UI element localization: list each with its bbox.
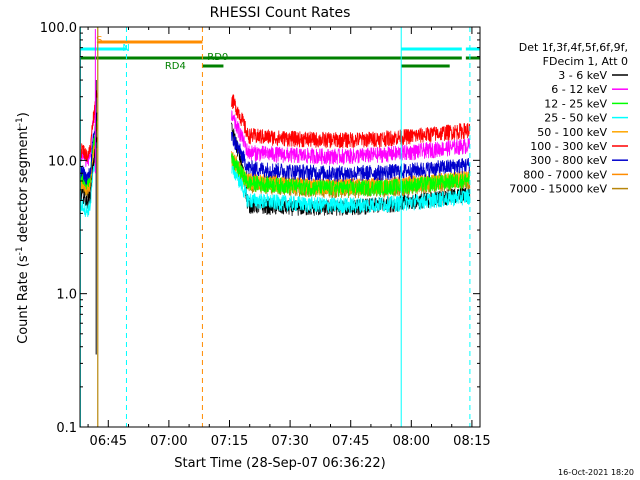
y-axis-label: Count Rate (s-1 detector segment-1) (15, 112, 31, 344)
vertical-markers (79, 27, 471, 427)
y-axis-label-close: ) (16, 112, 31, 117)
legend-label: 12 - 25 keV (544, 97, 607, 110)
legend-label: 50 - 100 keV (537, 126, 607, 139)
y-axis-label-sup2: -1 (15, 117, 25, 126)
y-axis-label-sup: -1 (15, 246, 25, 255)
legend-label: 800 - 7000 keV (523, 168, 607, 181)
generation-timestamp: 16-Oct-2021 18:20 (558, 468, 634, 477)
flag-label-s: S (96, 35, 102, 46)
x-tick-label: 07:00 (150, 434, 187, 449)
x-tick-label: 08:00 (393, 434, 430, 449)
legend-entry: 7000 - 15000 keV (509, 183, 628, 196)
flag-label-rd0: RD0 (207, 52, 228, 63)
plot-border (79, 26, 481, 428)
legend-entry: 100 - 300 keV (530, 140, 628, 153)
legend-label: 25 - 50 keV (544, 112, 607, 125)
series-line (79, 114, 471, 197)
x-tick-label: 07:15 (211, 434, 248, 449)
legend-label: 3 - 6 keV (558, 69, 607, 82)
legend-entry: 800 - 7000 keV (523, 168, 628, 181)
y-axis-label-main: Count Rate (s (16, 255, 31, 344)
legend-header-line1: Det 1f,3f,4f,5f,6f,9f, (519, 41, 628, 54)
legend-entry: 50 - 100 keV (537, 126, 628, 139)
x-axis-label: Start Time (28-Sep-07 06:36:22) (174, 456, 385, 471)
legend-entry: 6 - 12 keV (551, 83, 628, 96)
y-tick-label: 10.0 (48, 154, 77, 169)
axes: 100.0 10.0 1.0 0.1 06:45 07:00 07:15 07:30 07:45… (40, 21, 491, 449)
legend-label: 100 - 300 keV (530, 140, 607, 153)
legend-header-line2: FDecim 1, Att 0 (543, 55, 628, 68)
legend-entry: 25 - 50 keV (544, 112, 628, 125)
legend: Det 1f,3f,4f,5f,6f,9f, FDecim 1, Att 0 3… (509, 41, 628, 196)
flag-label-rd4: RD4 (165, 61, 186, 72)
x-tick-label: 06:45 (90, 434, 127, 449)
series-layer (79, 27, 471, 427)
legend-entry: 3 - 6 keV (558, 69, 628, 82)
x-tick-label: 07:30 (271, 434, 308, 449)
y-tick-label: 100.0 (40, 21, 77, 36)
y-tick-label: 1.0 (56, 288, 77, 303)
series-line (79, 142, 471, 218)
chart-title: RHESSI Count Rates (210, 5, 351, 21)
legend-label: 300 - 800 keV (530, 154, 607, 167)
legend-label: 7000 - 15000 keV (509, 183, 607, 196)
y-axis-label-tail: detector segment (16, 126, 31, 246)
y-tick-label: 0.1 (56, 421, 77, 436)
svg-text:Count Rate (s-1 detector segme: Count Rate (s-1 detector segment-1) (15, 112, 31, 344)
series-line (79, 90, 471, 163)
x-tick-label: 07:45 (332, 434, 369, 449)
legend-entry: 12 - 25 keV (544, 97, 628, 110)
legend-label: 6 - 12 keV (551, 83, 607, 96)
legend-entry: 300 - 800 keV (530, 154, 628, 167)
x-tick-label: 08:15 (453, 434, 490, 449)
